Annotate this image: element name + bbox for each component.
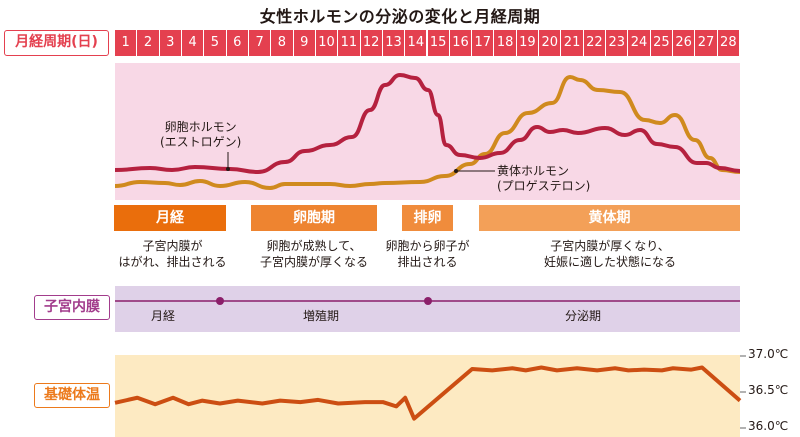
- estrogen-sub: (エストロゲン): [160, 135, 242, 149]
- tick-36-5: 36.5℃: [748, 383, 789, 397]
- phase-menstruation: 月経: [114, 205, 226, 231]
- endometrium-stage-secretory: 分泌期: [565, 309, 602, 323]
- phase-desc-follicular: 卵胞が成熟して、 子宮内膜が厚くなる: [259, 239, 368, 269]
- day-cell: 27: [695, 30, 718, 56]
- progesterone-name: 黄体ホルモン: [497, 164, 570, 178]
- progesterone-label: 黄体ホルモン (プロゲステロン): [497, 164, 590, 194]
- endometrium-stage-proliferative: 増殖期: [303, 309, 340, 323]
- day-cell: 11: [338, 30, 361, 56]
- day-cell: 21: [561, 30, 584, 56]
- day-cell: 26: [673, 30, 696, 56]
- phase-luteal: 黄体期: [479, 205, 740, 231]
- day-cell: 1: [115, 30, 138, 56]
- day-cell: 28: [717, 30, 740, 56]
- diagram-title: 女性ホルモンの分泌の変化と月経周期: [259, 7, 541, 26]
- day-cell: 8: [271, 30, 294, 56]
- progesterone-curve: [114, 74, 741, 191]
- estrogen-name: 卵胞ホルモン: [164, 120, 237, 134]
- endometrium-marker-dot: [424, 297, 432, 305]
- day-cell: 9: [293, 30, 316, 56]
- day-cell: 20: [539, 30, 562, 56]
- day-cell: 15: [427, 30, 450, 56]
- estrogen-leader-dot: [226, 167, 230, 171]
- progesterone-sub: (プロゲステロン): [497, 179, 591, 193]
- day-cell: 17: [472, 30, 495, 56]
- day-cell: 13: [382, 30, 406, 56]
- day-cell: 4: [181, 30, 205, 56]
- day-cell: 5: [204, 30, 227, 56]
- day-cell: 18: [494, 30, 517, 56]
- endometrium-marker-dot: [216, 297, 224, 305]
- day-cell: 25: [650, 30, 674, 56]
- day-cell: 24: [628, 30, 651, 56]
- day-cell: 6: [226, 30, 249, 56]
- cycle-days-label: 月経周期(日): [4, 30, 109, 56]
- basal-temp-line: [114, 365, 742, 421]
- day-cell: 2: [137, 30, 160, 56]
- endometrium-band: [115, 286, 740, 332]
- endometrium-stage-menstruation: 月経: [151, 309, 176, 323]
- tick-36-0: 36.0℃: [748, 419, 789, 433]
- day-cell: 19: [516, 30, 540, 56]
- day-cell: 3: [159, 30, 182, 56]
- tick-37-0: 37.0℃: [748, 347, 789, 361]
- day-cell: 23: [606, 30, 629, 56]
- day-cell: 7: [248, 30, 272, 56]
- phase-ovulation: 排卵: [402, 205, 453, 231]
- endometrium-label: 子宮内膜: [34, 295, 110, 320]
- progesterone-leader-dot: [454, 169, 458, 173]
- basal-temp-label: 基礎体温: [34, 383, 110, 408]
- day-cell: 12: [360, 30, 383, 56]
- phase-follicular: 卵胞期: [251, 205, 377, 231]
- day-cell: 14: [405, 30, 428, 56]
- day-cell: 22: [583, 30, 607, 56]
- day-cell: 10: [315, 30, 339, 56]
- estrogen-label: 卵胞ホルモン (エストロゲン): [160, 120, 241, 150]
- day-cell: 16: [449, 30, 473, 56]
- phase-desc-menstruation: 子宮内膜が はがれ、排出される: [118, 239, 227, 269]
- estrogen-curve: [114, 72, 741, 175]
- phase-desc-ovulation: 卵胞から卵子が 排出される: [385, 239, 470, 269]
- phase-desc-luteal: 子宮内膜が厚くなり、 妊娠に適した状態になる: [543, 239, 676, 269]
